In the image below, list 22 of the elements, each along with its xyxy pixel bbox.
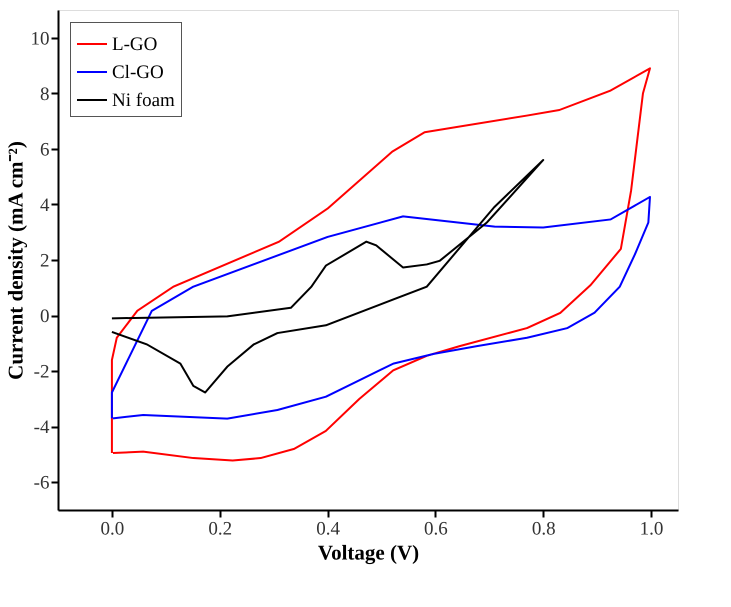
x-tick-label: 1.0 — [640, 518, 664, 540]
x-tick-label: 0.6 — [424, 518, 448, 540]
legend-label: Ni foam — [112, 90, 176, 111]
x-tick-label: 0.8 — [532, 518, 556, 540]
x-tick-label: 0.2 — [208, 518, 232, 540]
y-tick-label: -6 — [34, 472, 50, 494]
y-tick-label: 2 — [40, 250, 50, 272]
y-tick-label: 0 — [40, 306, 50, 328]
y-axis-title: Current density (mA cm⁻²) — [4, 141, 28, 380]
x-tick-label: 0.4 — [316, 518, 340, 540]
legend-label: Cl-GO — [112, 62, 164, 83]
line-series — [110, 196, 651, 420]
y-tick-label: -4 — [34, 417, 50, 438]
legend-label: L-GO — [112, 34, 158, 55]
y-tick-label: 6 — [40, 139, 50, 160]
y-tick-label: 4 — [40, 194, 50, 216]
y-tick-label: 8 — [40, 84, 50, 105]
y-tick-label: -2 — [34, 362, 50, 383]
y-tick-label: 10 — [30, 28, 50, 50]
x-tick-label: 0.0 — [100, 518, 124, 540]
line-series — [110, 159, 544, 394]
x-axis-title: Voltage (V) — [318, 540, 420, 564]
